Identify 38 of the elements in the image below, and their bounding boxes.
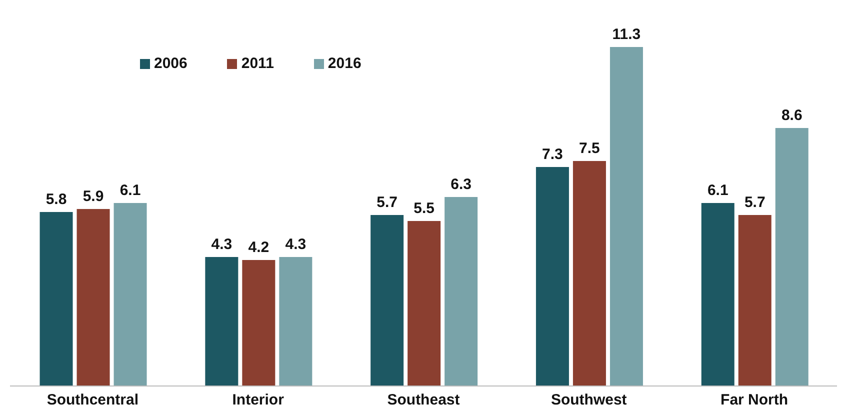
bar <box>738 215 772 386</box>
bar <box>114 203 147 386</box>
data-label: 6.1 <box>120 182 141 199</box>
bar <box>610 47 643 386</box>
data-label: 4.2 <box>248 239 270 256</box>
data-label: 11.3 <box>612 26 641 43</box>
data-label: 5.7 <box>376 194 398 211</box>
data-label: 5.9 <box>82 188 104 205</box>
legend-label: 2011 <box>241 55 274 72</box>
x-tick-label: Far North <box>720 392 788 409</box>
data-label: 5.7 <box>744 194 766 211</box>
data-label: 5.5 <box>414 200 434 217</box>
bar <box>572 161 606 386</box>
bar <box>205 257 238 386</box>
x-tick-label: Interior <box>232 392 284 409</box>
data-label: 6.1 <box>707 182 728 199</box>
bar <box>279 257 312 386</box>
bar <box>536 167 569 386</box>
data-label: 7.3 <box>542 146 563 163</box>
bar <box>408 221 441 386</box>
x-tick-label: Southwest <box>550 392 627 409</box>
data-label: 7.5 <box>579 140 600 157</box>
data-label: 8.6 <box>781 107 802 124</box>
legend-label: 2006 <box>154 55 188 72</box>
legend-label: 2016 <box>328 55 362 72</box>
x-tick-label: Southeast <box>387 392 460 409</box>
data-label: 4.3 <box>211 236 232 253</box>
bar <box>40 212 73 386</box>
bar <box>242 260 276 386</box>
bar <box>76 209 110 386</box>
bar <box>775 128 808 386</box>
bar <box>444 197 478 386</box>
data-label: 6.3 <box>450 176 472 193</box>
data-label: 5.8 <box>46 191 67 208</box>
bar <box>701 203 734 386</box>
bar <box>370 215 404 386</box>
x-tick-label: Southcentral <box>46 392 139 409</box>
data-label: 4.3 <box>285 236 306 253</box>
